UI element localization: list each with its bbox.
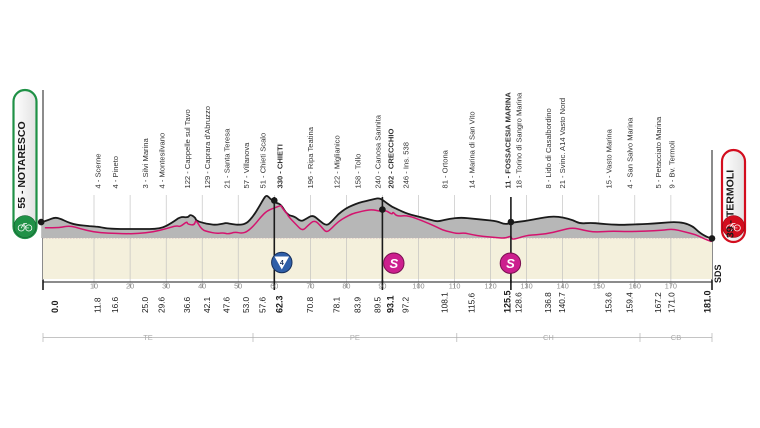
svg-text:21 - Svinc. A14 Vasto Nord: 21 - Svinc. A14 Vasto Nord <box>558 98 567 189</box>
svg-text:4: 4 <box>280 260 284 267</box>
svg-text:47.6: 47.6 <box>222 296 232 313</box>
svg-text:51 - Chieti Scalo: 51 - Chieti Scalo <box>259 133 268 189</box>
svg-text:167.2: 167.2 <box>653 292 663 313</box>
svg-text:120: 120 <box>485 282 497 291</box>
svg-text:8 - Lido di Casalbordino: 8 - Lido di Casalbordino <box>544 108 553 188</box>
svg-text:81 - Ortona: 81 - Ortona <box>441 149 450 188</box>
svg-text:PE: PE <box>350 333 360 342</box>
svg-text:CB: CB <box>671 333 681 342</box>
svg-text:39 - TERMOLI: 39 - TERMOLI <box>725 170 737 238</box>
svg-text:11 - FOSSACESIA MARINA: 11 - FOSSACESIA MARINA <box>503 92 512 189</box>
svg-text:181.0: 181.0 <box>703 290 713 313</box>
svg-text:62.3: 62.3 <box>275 295 285 313</box>
svg-text:21 - Santa Teresa: 21 - Santa Teresa <box>223 128 232 189</box>
svg-text:4 - San Salvo Marina: 4 - San Salvo Marina <box>626 117 635 189</box>
svg-text:4 - Scerne: 4 - Scerne <box>94 153 103 188</box>
svg-text:70: 70 <box>306 282 314 291</box>
svg-text:S: S <box>389 256 398 271</box>
svg-text:108.1: 108.1 <box>440 292 450 313</box>
svg-text:89.5: 89.5 <box>373 296 383 313</box>
svg-text:18 - Torino di Sangro Marina: 18 - Torino di Sangro Marina <box>515 92 524 188</box>
svg-text:15 - Vasto Marina: 15 - Vasto Marina <box>605 128 614 188</box>
svg-text:60: 60 <box>270 282 278 291</box>
svg-text:9 - Bv. Termoli: 9 - Bv. Termoli <box>668 140 677 188</box>
svg-text:83.9: 83.9 <box>353 296 363 313</box>
svg-text:4 - Montesilvano: 4 - Montesilvano <box>158 133 167 189</box>
svg-text:115.6: 115.6 <box>467 292 477 313</box>
svg-text:78.1: 78.1 <box>332 296 342 313</box>
svg-text:3 - Silvi Marina: 3 - Silvi Marina <box>141 138 150 189</box>
svg-text:100: 100 <box>412 282 424 291</box>
svg-text:53.0: 53.0 <box>241 296 251 313</box>
svg-text:158 - Tollo: 158 - Tollo <box>354 154 363 189</box>
svg-text:140.7: 140.7 <box>557 292 567 313</box>
svg-text:97.2: 97.2 <box>400 296 410 313</box>
svg-text:S: S <box>506 256 515 271</box>
svg-text:122 - Cappelle sul Tavo: 122 - Cappelle sul Tavo <box>183 109 192 188</box>
svg-text:25.0: 25.0 <box>140 296 150 313</box>
svg-text:10: 10 <box>90 282 98 291</box>
svg-text:TE: TE <box>143 333 153 342</box>
svg-text:14 - Marina di San Vito: 14 - Marina di San Vito <box>468 111 477 188</box>
svg-text:110: 110 <box>449 282 461 291</box>
svg-text:160: 160 <box>629 282 641 291</box>
svg-text:150: 150 <box>593 282 605 291</box>
svg-text:57 - Villanova: 57 - Villanova <box>242 142 251 189</box>
svg-text:153.6: 153.6 <box>604 292 614 313</box>
svg-text:20: 20 <box>126 282 134 291</box>
svg-text:11.8: 11.8 <box>93 297 103 313</box>
svg-text:4 - Pineto: 4 - Pineto <box>111 156 120 189</box>
svg-text:70.8: 70.8 <box>305 296 315 313</box>
svg-text:202 - CRECCHIO: 202 - CRECCHIO <box>387 128 396 188</box>
svg-text:122 - Miglianico: 122 - Miglianico <box>333 135 342 188</box>
svg-text:159.4: 159.4 <box>625 292 635 313</box>
svg-text:SDS: SDS <box>713 264 723 283</box>
svg-text:CH: CH <box>543 333 554 342</box>
svg-text:140: 140 <box>557 282 569 291</box>
svg-text:16.6: 16.6 <box>110 296 120 313</box>
svg-text:29.6: 29.6 <box>157 296 167 313</box>
svg-text:0.0: 0.0 <box>50 300 60 313</box>
svg-text:130: 130 <box>521 282 533 291</box>
svg-text:136.8: 136.8 <box>543 292 553 313</box>
svg-text:55 - NOTARESCO: 55 - NOTARESCO <box>16 121 28 208</box>
svg-text:90: 90 <box>378 282 386 291</box>
svg-text:170: 170 <box>665 282 677 291</box>
svg-text:330 - CHIETI: 330 - CHIETI <box>276 144 285 188</box>
svg-text:196 - Ripa Teatina: 196 - Ripa Teatina <box>306 126 315 188</box>
svg-text:246 - Ins. 538: 246 - Ins. 538 <box>401 142 410 188</box>
svg-text:30: 30 <box>162 282 170 291</box>
svg-text:50: 50 <box>234 282 242 291</box>
svg-text:42.1: 42.1 <box>202 296 212 313</box>
svg-text:93.1: 93.1 <box>386 295 396 313</box>
svg-text:240 - Canosa Sannita: 240 - Canosa Sannita <box>374 114 383 188</box>
svg-text:125.5: 125.5 <box>502 290 512 313</box>
svg-text:80: 80 <box>342 282 350 291</box>
svg-text:40: 40 <box>198 282 206 291</box>
svg-text:57.6: 57.6 <box>258 296 268 313</box>
svg-text:171.0: 171.0 <box>667 292 677 313</box>
svg-text:129 - Caprara d'Abruzzo: 129 - Caprara d'Abruzzo <box>203 106 212 188</box>
svg-text:5 - Petacciato Marina: 5 - Petacciato Marina <box>654 116 663 189</box>
svg-text:128.6: 128.6 <box>514 292 524 313</box>
svg-text:36.6: 36.6 <box>182 296 192 313</box>
